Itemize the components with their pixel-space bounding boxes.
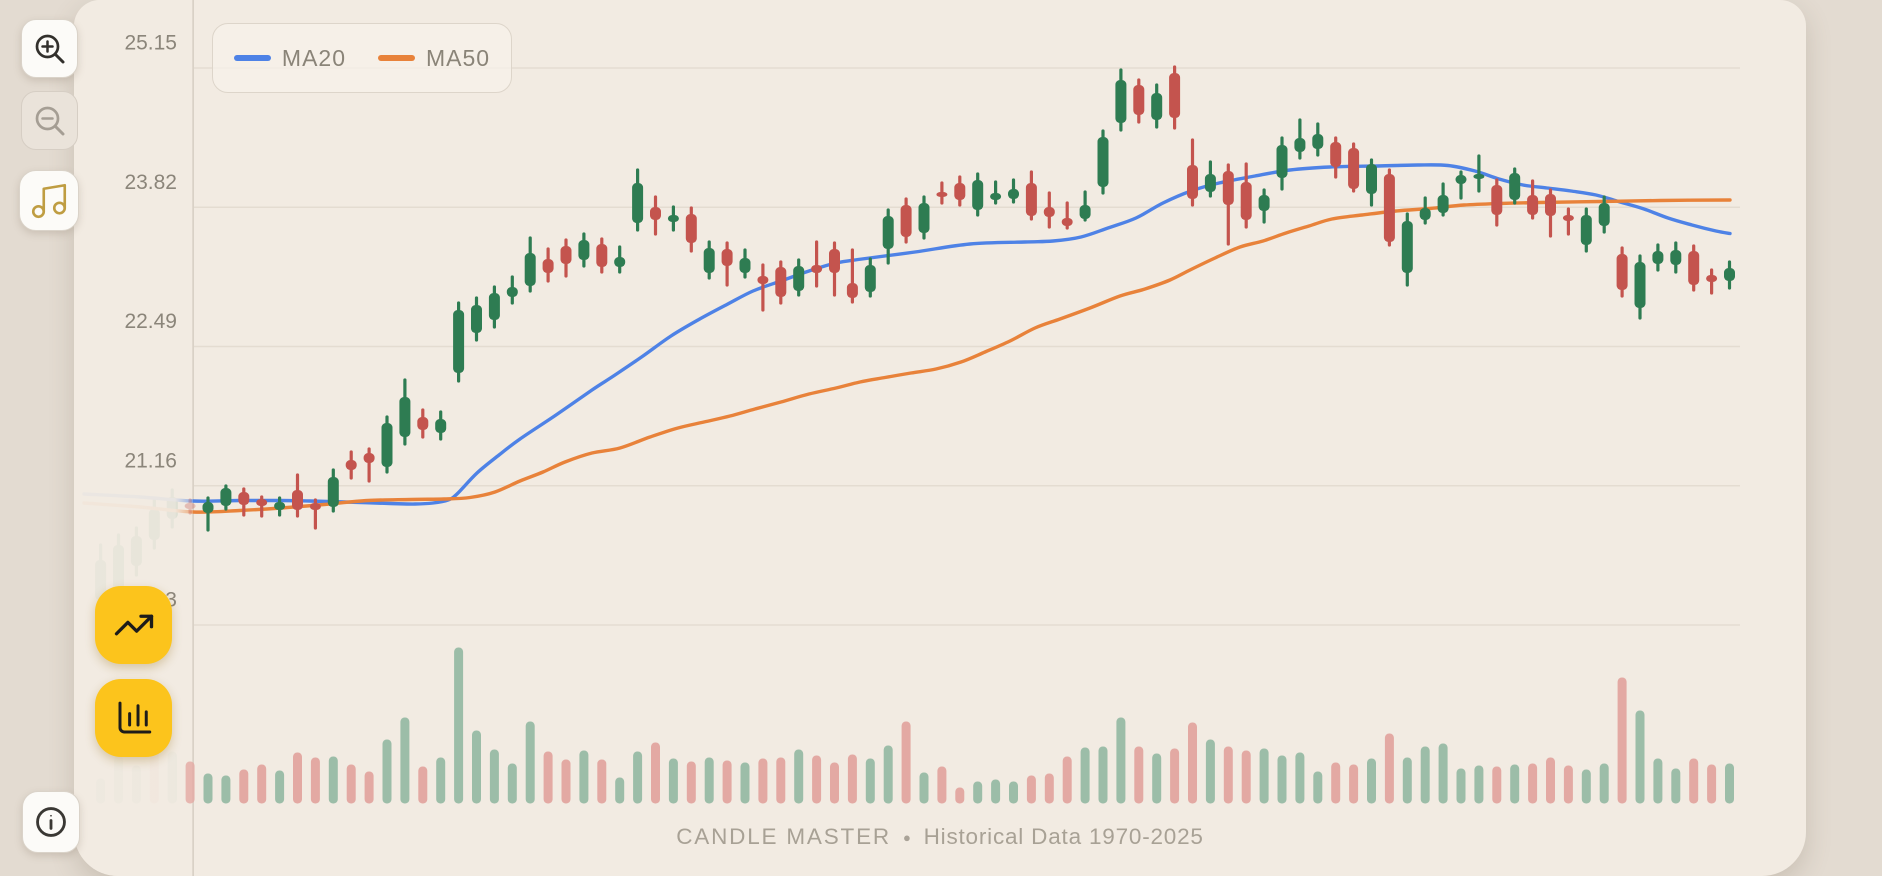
svg-text:23.82: 23.82 [124,171,177,194]
svg-text:21.16: 21.16 [124,449,177,472]
svg-text:25.15: 25.15 [124,32,177,55]
svg-text:22.49: 22.49 [124,310,177,333]
